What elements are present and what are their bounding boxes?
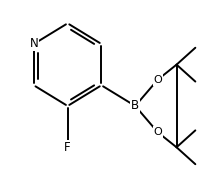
- Text: B: B: [131, 100, 139, 112]
- Text: O: O: [153, 127, 162, 137]
- Text: F: F: [64, 141, 71, 154]
- Text: N: N: [29, 37, 38, 50]
- Text: O: O: [153, 75, 162, 85]
